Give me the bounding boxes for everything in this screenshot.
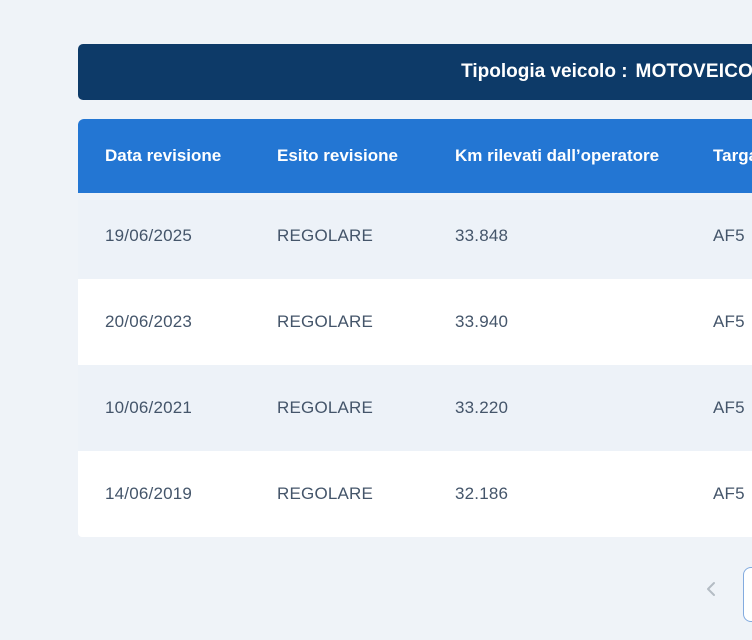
chevron-left-icon (705, 580, 717, 598)
cell-esito-revisione: REGOLARE (277, 398, 374, 417)
pagination-prev-button[interactable] (698, 574, 724, 604)
vehicle-type-title-bar: Tipologia veicolo : MOTOVEICOLO (78, 44, 752, 100)
column-header-km-rilevati: Km rilevati dall’operatore (455, 146, 660, 165)
table-row: 20/06/2023 REGOLARE 33.940 AF5 (78, 279, 752, 365)
cell-targa: AF5 (713, 226, 745, 245)
revision-history-table: Data revisione Esito revisione Km rileva… (78, 119, 752, 537)
column-header-targa: Targa (713, 146, 752, 165)
table-row: 10/06/2021 REGOLARE 33.220 AF5 (78, 365, 752, 451)
table-row: 14/06/2019 REGOLARE 32.186 AF5 (78, 451, 752, 537)
cell-km-rilevati: 33.848 (455, 226, 509, 245)
cell-targa: AF5 (713, 484, 745, 503)
cell-data-revisione: 20/06/2023 (105, 312, 193, 331)
cell-esito-revisione: REGOLARE (277, 312, 374, 331)
cell-km-rilevati: 33.940 (455, 312, 509, 331)
table-header-row: Data revisione Esito revisione Km rileva… (78, 119, 752, 193)
table-row: 19/06/2025 REGOLARE 33.848 AF5 (78, 193, 752, 279)
cell-km-rilevati: 33.220 (455, 398, 509, 417)
vehicle-type-label: Tipologia veicolo : (461, 61, 628, 82)
pagination-page-button[interactable] (743, 567, 752, 622)
cell-data-revisione: 14/06/2019 (105, 484, 193, 503)
cell-targa: AF5 (713, 398, 745, 417)
cell-data-revisione: 19/06/2025 (105, 226, 193, 245)
column-header-data-revisione: Data revisione (105, 146, 222, 165)
cell-esito-revisione: REGOLARE (277, 226, 374, 245)
cell-km-rilevati: 32.186 (455, 484, 509, 503)
cell-esito-revisione: REGOLARE (277, 484, 374, 503)
cell-data-revisione: 10/06/2021 (105, 398, 193, 417)
column-header-esito-revisione: Esito revisione (277, 146, 398, 165)
vehicle-type-value: MOTOVEICOLO (635, 61, 752, 82)
cell-targa: AF5 (713, 312, 745, 331)
